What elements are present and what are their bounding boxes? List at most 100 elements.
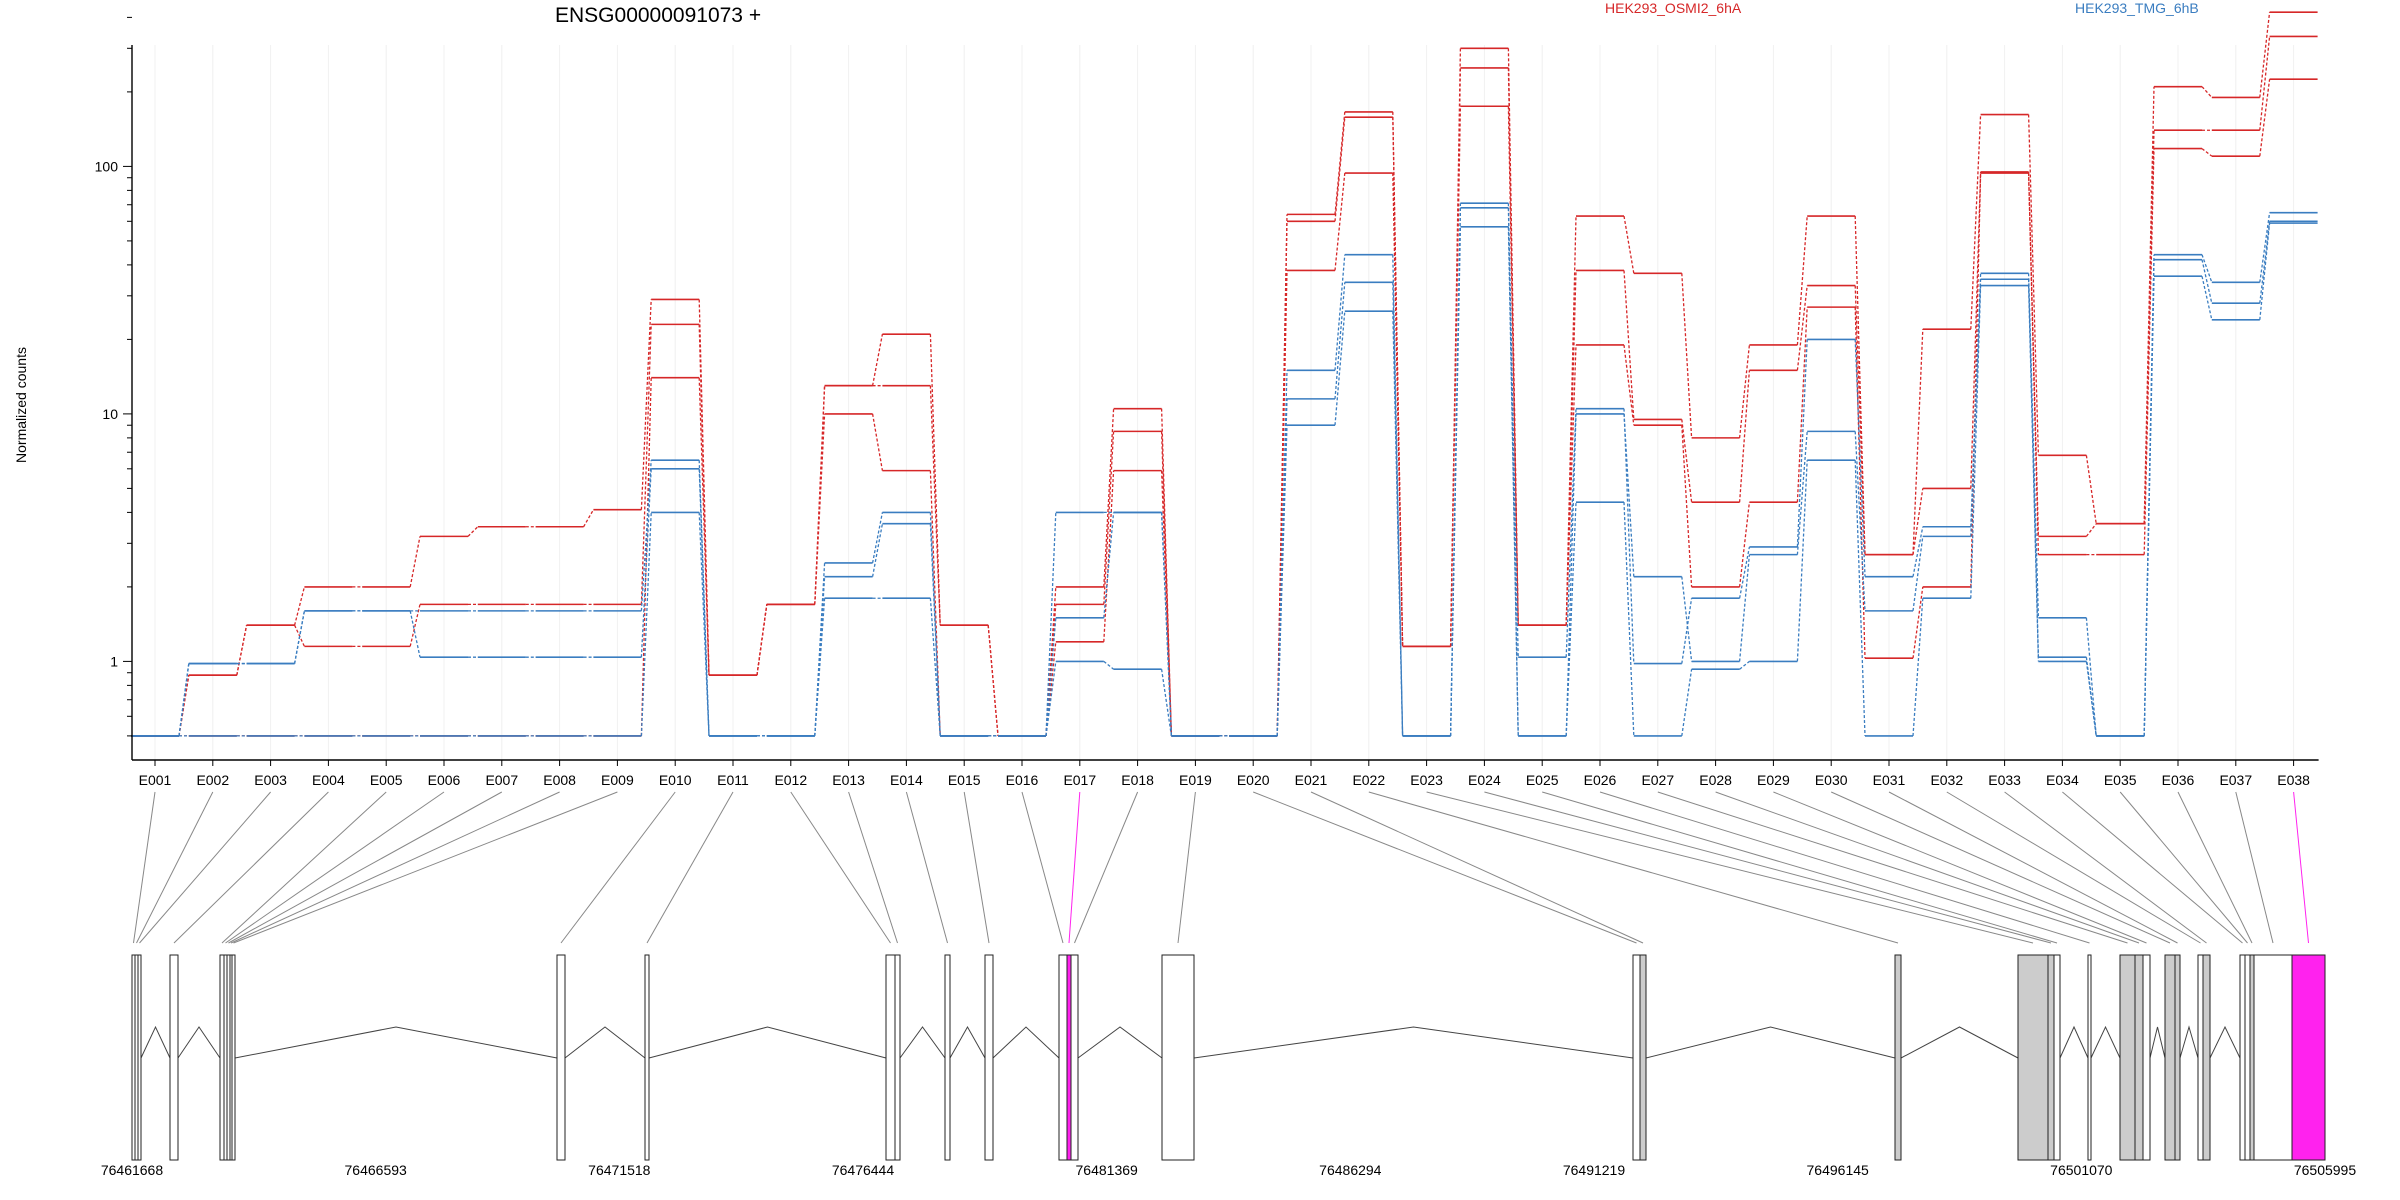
x-tick-label-e022: E022: [1352, 772, 1385, 788]
series-1-connector-21: [1334, 172, 1346, 271]
x-tick-label-e038: E038: [2277, 772, 2310, 788]
series-1-connector-29: [1796, 307, 1808, 503]
genomic-coordinate-label-3: 76471518: [588, 1162, 651, 1178]
series-5-connector-28: [1738, 554, 1751, 662]
genomic-coordinate-label-7: 76491219: [1563, 1162, 1626, 1178]
series-5-connector-32: [1970, 279, 1982, 537]
y-axis-label: Normalized counts: [13, 347, 29, 463]
series-lines: [131, 11, 2318, 737]
series-3-connector-21: [1334, 111, 1346, 215]
series-2-connector-27: [1681, 419, 1693, 503]
x-tick-label-e001: E001: [139, 772, 172, 788]
series-4-connector-29: [1796, 460, 1808, 662]
series-4-connector-33: [2027, 285, 2040, 662]
connector-e026: [1599, 791, 2090, 944]
x-tick-label-e031: E031: [1873, 772, 1906, 788]
exon-box-e029: [2142, 954, 2151, 1161]
connector-e006: [225, 791, 445, 944]
series-2-connector-3: [294, 624, 305, 647]
intron-2: [177, 1026, 221, 1059]
series-1-connector-26: [1623, 344, 1635, 426]
x-tick-label-e015: E015: [948, 772, 981, 788]
series-2-connector-30: [1854, 285, 1866, 555]
series-3-connector-24: [1507, 48, 1519, 626]
x-tick-label-e025: E025: [1526, 772, 1559, 788]
genomic-coordinate-label-2: 76466593: [345, 1162, 408, 1178]
series-4-connector-18: [1160, 669, 1173, 736]
connector-e008: [230, 791, 560, 944]
series-5-connector-31: [1912, 536, 1924, 611]
series-5-connector-21: [1334, 282, 1346, 399]
x-tick-label-e006: E006: [428, 772, 461, 788]
series-6-connector-32: [1970, 273, 1982, 527]
exon-box-e034: [2239, 954, 2246, 1161]
connector-e016: [1021, 791, 1064, 944]
intron-14: [2090, 1025, 2121, 1059]
series-3-connector-33: [2027, 114, 2040, 456]
exon-connectors: [133, 791, 2309, 944]
series-3-connector-23: [1449, 48, 1462, 647]
intron-13: [2059, 1025, 2089, 1059]
series-2-connector-26: [1623, 270, 1635, 420]
series-5-connector-29: [1796, 431, 1808, 555]
intron-3: [234, 1026, 558, 1059]
x-tick-label-e012: E012: [774, 772, 807, 788]
connector-e029: [1773, 791, 2147, 944]
series-4-connector-28: [1739, 660, 1750, 670]
series-3-connector-3: [293, 586, 306, 626]
series-4-connector-30: [1854, 460, 1866, 736]
series-5-connector-36: [2201, 259, 2213, 304]
series-5-connector-22: [1392, 282, 1404, 736]
genomic-coordinate-label-5: 76481369: [1076, 1162, 1139, 1178]
connector-e014: [905, 791, 948, 944]
series-3-connector-30: [1854, 216, 1866, 555]
series-5-connector-9: [640, 468, 652, 658]
legend-label-osmi: HEK293_OSMI2_6hA: [1605, 0, 1742, 16]
series-6-connector-10: [698, 460, 710, 736]
series-6-connector-31: [1912, 526, 1924, 577]
x-tick-label-e014: E014: [890, 772, 923, 788]
exon-box-e022: [1894, 954, 1902, 1161]
series-3-connector-36: [2201, 86, 2213, 98]
exon-box-e010: [556, 954, 566, 1161]
series-2-connector-25: [1565, 270, 1577, 626]
exon-box-e019: [1161, 954, 1195, 1161]
connector-e033: [2004, 791, 2207, 944]
x-tick-label-e008: E008: [543, 772, 576, 788]
intron-4: [564, 1026, 646, 1059]
series-2-connector-31: [1912, 488, 1924, 555]
connector-e022: [1368, 791, 1899, 944]
x-tick-label-e037: E037: [2219, 772, 2252, 788]
x-tick-label-e033: E033: [1988, 772, 2021, 788]
series-3-connector-28: [1738, 344, 1751, 438]
axes: 1 10 100 E001 E002 E003 E004 E005 E006 E007 E008 E0…: [95, 16, 2319, 788]
connector-e001: [133, 791, 156, 944]
series-5-connector-13: [871, 523, 884, 577]
series-3-connector-37: [2259, 12, 2271, 98]
series-4-connector-21: [1334, 311, 1346, 426]
series-3-connector-12: [814, 385, 826, 605]
series-6-connector-27: [1681, 598, 1693, 664]
series-3-connector-31: [1912, 329, 1924, 555]
connector-e032: [1946, 791, 2201, 944]
series-3-connector-32: [1970, 114, 1982, 330]
exon-box-e015: [984, 954, 994, 1161]
series-3-connector-34: [2085, 455, 2097, 524]
intron-5: [648, 1026, 887, 1059]
exon-box-e038: [2291, 954, 2326, 1161]
series-6-connector-28: [1738, 546, 1751, 599]
exon-box-e005: [219, 954, 225, 1161]
x-tick-label-e036: E036: [2162, 772, 2195, 788]
series-3-connector-35: [2143, 86, 2155, 524]
genomic-coordinate-label-8: 76496145: [1807, 1162, 1870, 1178]
connector-e021: [1310, 791, 1644, 944]
series-4-connector-17: [1103, 660, 1115, 670]
series-5-connector-12: [814, 576, 826, 736]
intron-16: [2179, 1025, 2199, 1059]
series-1-connector-36: [2201, 148, 2213, 157]
series-6-connector-24: [1507, 203, 1519, 658]
series-1-connector-30: [1854, 307, 1866, 659]
chart-title: ENSG00000091073 +: [555, 4, 761, 27]
exon-box-e031: [2174, 954, 2181, 1161]
connector-e017: [1068, 791, 1081, 944]
